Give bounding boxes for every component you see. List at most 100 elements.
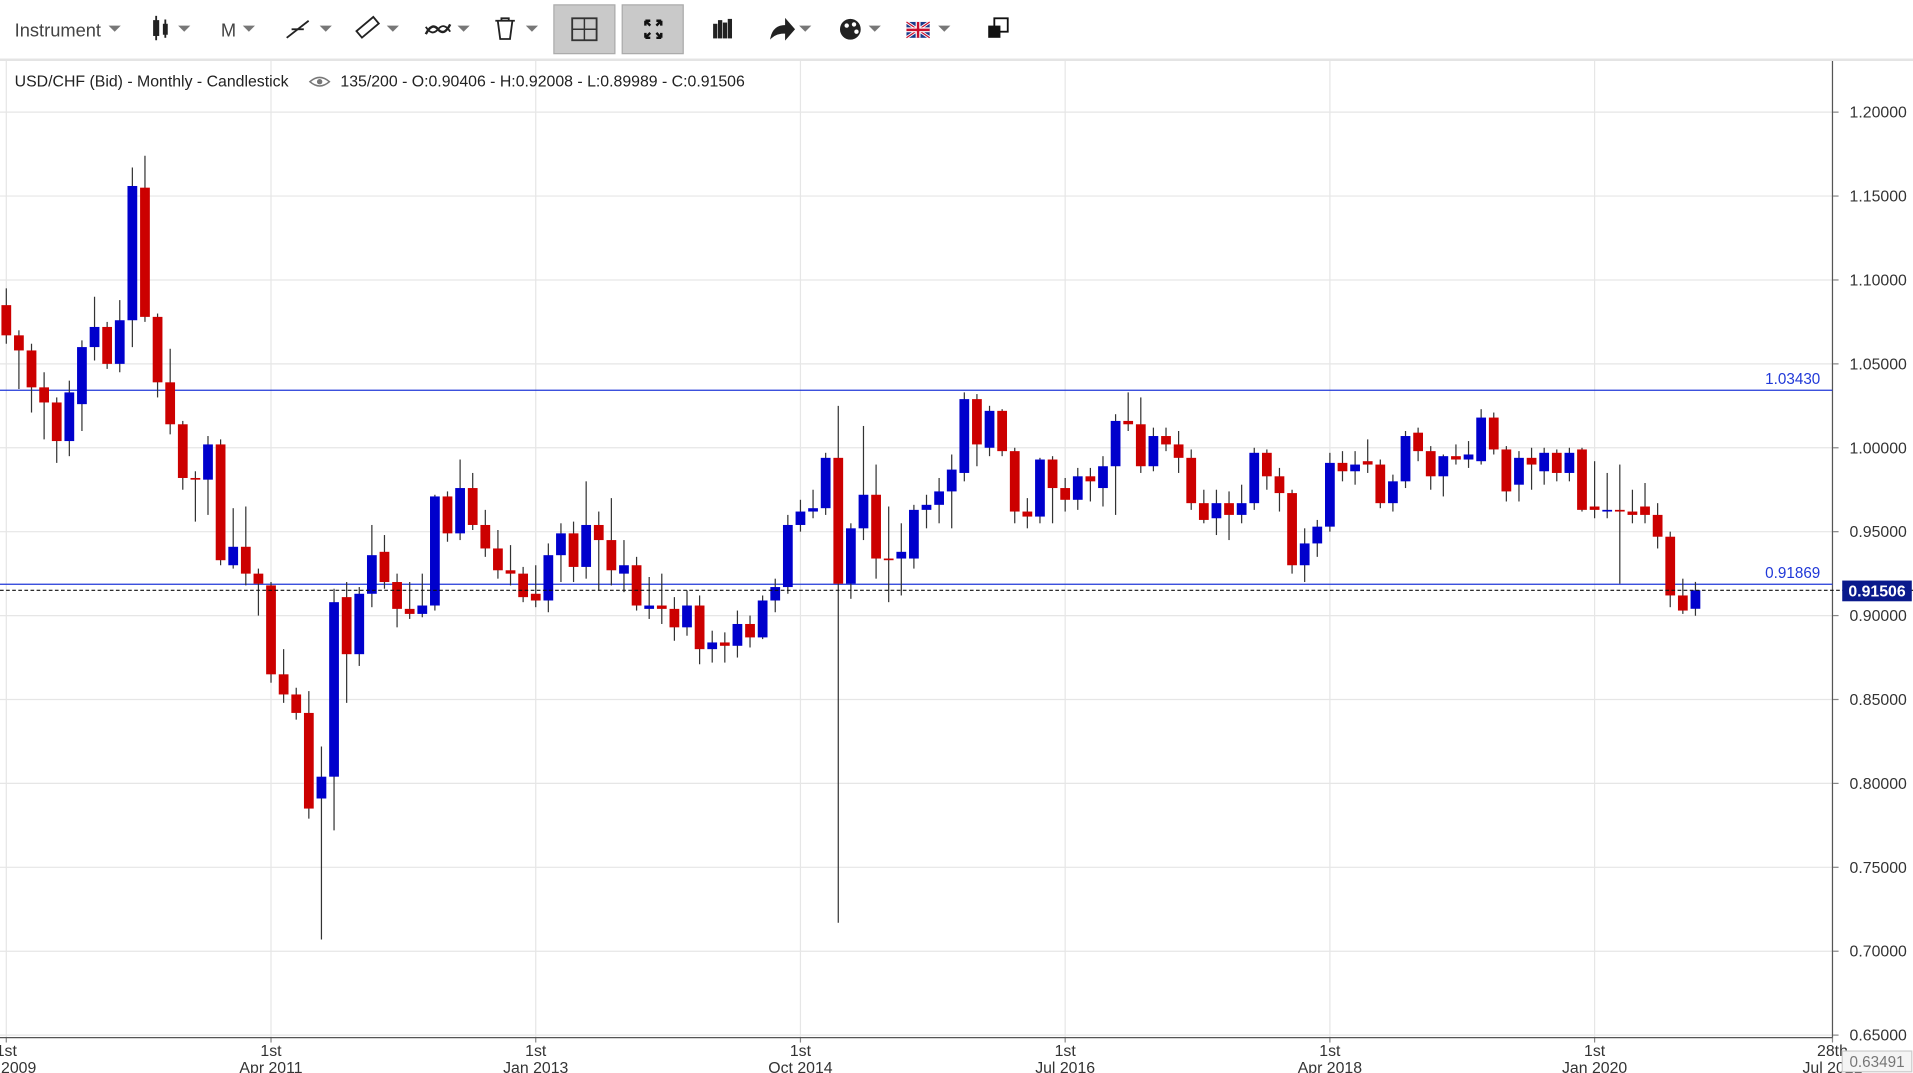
reference-line-label: 0.91869 [1765,565,1820,582]
candle-body [543,555,554,601]
candle-body [417,605,428,614]
cursor-value-label: 0.63491 [1849,1054,1904,1071]
palette-icon [844,23,849,28]
candle-body [1463,454,1474,460]
candle-body [1299,543,1310,566]
color-menu[interactable] [839,18,881,40]
eye-icon [316,79,323,85]
candle-body [682,605,692,628]
candle-body [1110,420,1121,467]
candle-body [972,399,982,445]
candle-body [240,546,251,574]
dropdown-caret [938,25,951,32]
crosshair-toggle[interactable] [553,4,616,55]
candle-body [1123,420,1134,425]
candle-body [1614,509,1625,512]
candle-body [1652,514,1663,537]
candle-body [1224,503,1234,515]
x-tick-label: Jul 2016 [1035,1060,1095,1073]
candle-body [152,316,163,383]
candle-body [518,573,529,598]
x-tick-label: 1st [1319,1043,1341,1060]
dropdown-caret [108,25,121,32]
candle-body [1060,488,1071,500]
candle-body [215,444,226,561]
candle-body [757,600,768,638]
candle-body [1211,503,1222,519]
candle-body [190,477,201,480]
candle-body [1451,456,1461,460]
share-menu[interactable] [770,17,812,41]
toolbar-background [0,0,1913,59]
candle-body [1198,503,1209,520]
cursor-value-box [1841,1050,1913,1073]
delete-menu[interactable] [495,17,539,40]
y-tick-label: 1.05000 [1850,356,1907,373]
bars-icon [722,22,728,39]
candle-body [1425,451,1436,477]
candle-body [329,602,339,777]
chart-type-menu[interactable] [153,15,191,41]
dropdown-caret [386,25,399,32]
candle-body [883,558,894,561]
candle-body [656,605,667,609]
candle-body [984,410,995,448]
candle-body [228,546,239,566]
candle-body [934,491,944,505]
fullscreen-toggle[interactable] [621,4,684,55]
candle-body [1325,462,1335,527]
candle-body [1236,503,1247,515]
candle-body [1388,481,1398,504]
y-tick-label: 0.85000 [1850,692,1907,709]
layers-button[interactable] [988,17,1009,38]
chart-info: USD/CHF (Bid) - Monthly - Candlestick 13… [15,74,745,91]
language-menu[interactable] [905,20,951,40]
reference-line-label: 1.03430 [1765,371,1820,388]
line-tool-menu[interactable] [286,20,332,39]
y-tick-label: 1.20000 [1850,105,1907,122]
eye-icon[interactable] [308,76,331,87]
candle-body [581,524,592,567]
instrument-menu[interactable]: Instrument [15,20,121,41]
palette-icon [854,29,859,34]
toggle-button[interactable] [621,4,684,55]
period-menu[interactable]: M [221,20,255,41]
indicator-menu[interactable] [424,23,470,35]
volume-button[interactable] [713,18,733,39]
candle-body [1337,462,1348,472]
x-tick-label: Apr 2011 [239,1060,302,1073]
period-label[interactable]: M [221,20,236,41]
visibility-toggle[interactable] [308,76,331,87]
candle-body [291,694,302,713]
y-tick-label: 1.15000 [1850,189,1907,206]
candle-body [404,608,415,614]
candle-body [1009,451,1020,512]
dropdown-caret [868,25,881,32]
candle-body [530,593,541,601]
candle-body [1098,466,1108,489]
candle-body [39,387,49,403]
candle-body [909,509,919,559]
candle-body [140,187,150,317]
candle-body [1577,449,1587,510]
dropdown-caret [799,25,812,32]
candle-body [430,496,440,606]
candle-body [26,350,37,388]
x-tick-label: 1st [1055,1043,1077,1060]
last-price-label: 0.91506 [1848,583,1905,600]
instrument-label[interactable]: Instrument [15,20,101,41]
measure-tool-menu[interactable] [355,15,399,39]
x-tick-label: Jul 2009 [0,1060,36,1073]
candle-body [871,494,881,559]
last-price-box [1842,580,1912,602]
candle-body [1022,511,1033,517]
candle-body [619,565,629,574]
candle-body [707,642,718,650]
candle-body [1627,511,1638,515]
toolbar-shadow [0,58,1913,61]
candle-body [1287,493,1297,566]
y-tick-label: 1.10000 [1850,272,1907,289]
